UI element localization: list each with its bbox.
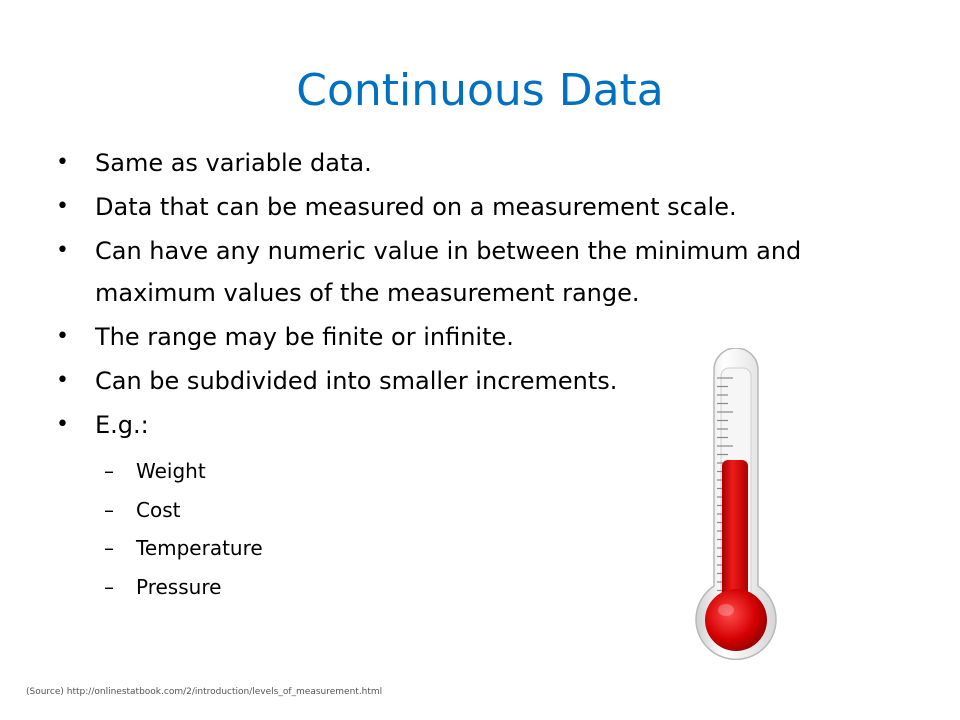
example-item: – Weight	[104, 452, 263, 491]
thermometer-bulb	[705, 589, 767, 651]
bullet-text: The range may be finite or infinite.	[95, 323, 514, 351]
bullet-marker: •	[56, 368, 69, 393]
example-list: – Weight – Cost – Temperature – Pressure	[104, 452, 263, 606]
bullet-text: E.g.:	[95, 411, 149, 439]
dash-marker: –	[104, 536, 114, 560]
bullet-text: Can be subdivided into smaller increment…	[95, 367, 618, 395]
bullet-text: Can have any numeric value in between th…	[95, 237, 802, 307]
source-note: (Source) http://onlinestatbook.com/2/int…	[26, 687, 383, 697]
bullet-item: • Data that can be measured on a measure…	[56, 186, 876, 228]
dash-marker: –	[104, 574, 114, 599]
bullet-marker: •	[56, 412, 69, 437]
bullet-marker: •	[56, 150, 69, 175]
example-item: – Pressure	[104, 568, 263, 607]
bullet-item: • Can be subdivided into smaller increme…	[56, 360, 876, 402]
bullet-marker: •	[56, 194, 69, 219]
example-item: – Temperature	[104, 529, 263, 568]
bullet-text: Data that can be measured on a measureme…	[95, 193, 737, 221]
example-text: Temperature	[136, 536, 263, 560]
example-text: Pressure	[136, 574, 222, 599]
thermometer-mercury	[722, 459, 748, 610]
bullet-item: • Can have any numeric value in between …	[56, 230, 876, 314]
thermometer-icon	[695, 348, 777, 660]
example-text: Weight	[136, 459, 206, 483]
bullet-item: • E.g.:	[56, 404, 876, 446]
dash-marker: –	[104, 459, 114, 483]
bullet-list: • Same as variable data. • Data that can…	[56, 142, 876, 448]
bullet-marker: •	[56, 324, 69, 349]
example-text: Cost	[136, 497, 181, 522]
slide-title: Continuous Data	[296, 65, 664, 116]
bullet-text: Same as variable data.	[95, 149, 372, 177]
dash-marker: –	[104, 497, 114, 522]
bullet-marker: •	[56, 238, 69, 263]
bullet-item: • Same as variable data.	[56, 142, 876, 184]
example-item: – Cost	[104, 491, 263, 530]
bullet-item: • The range may be finite or infinite.	[56, 316, 876, 358]
